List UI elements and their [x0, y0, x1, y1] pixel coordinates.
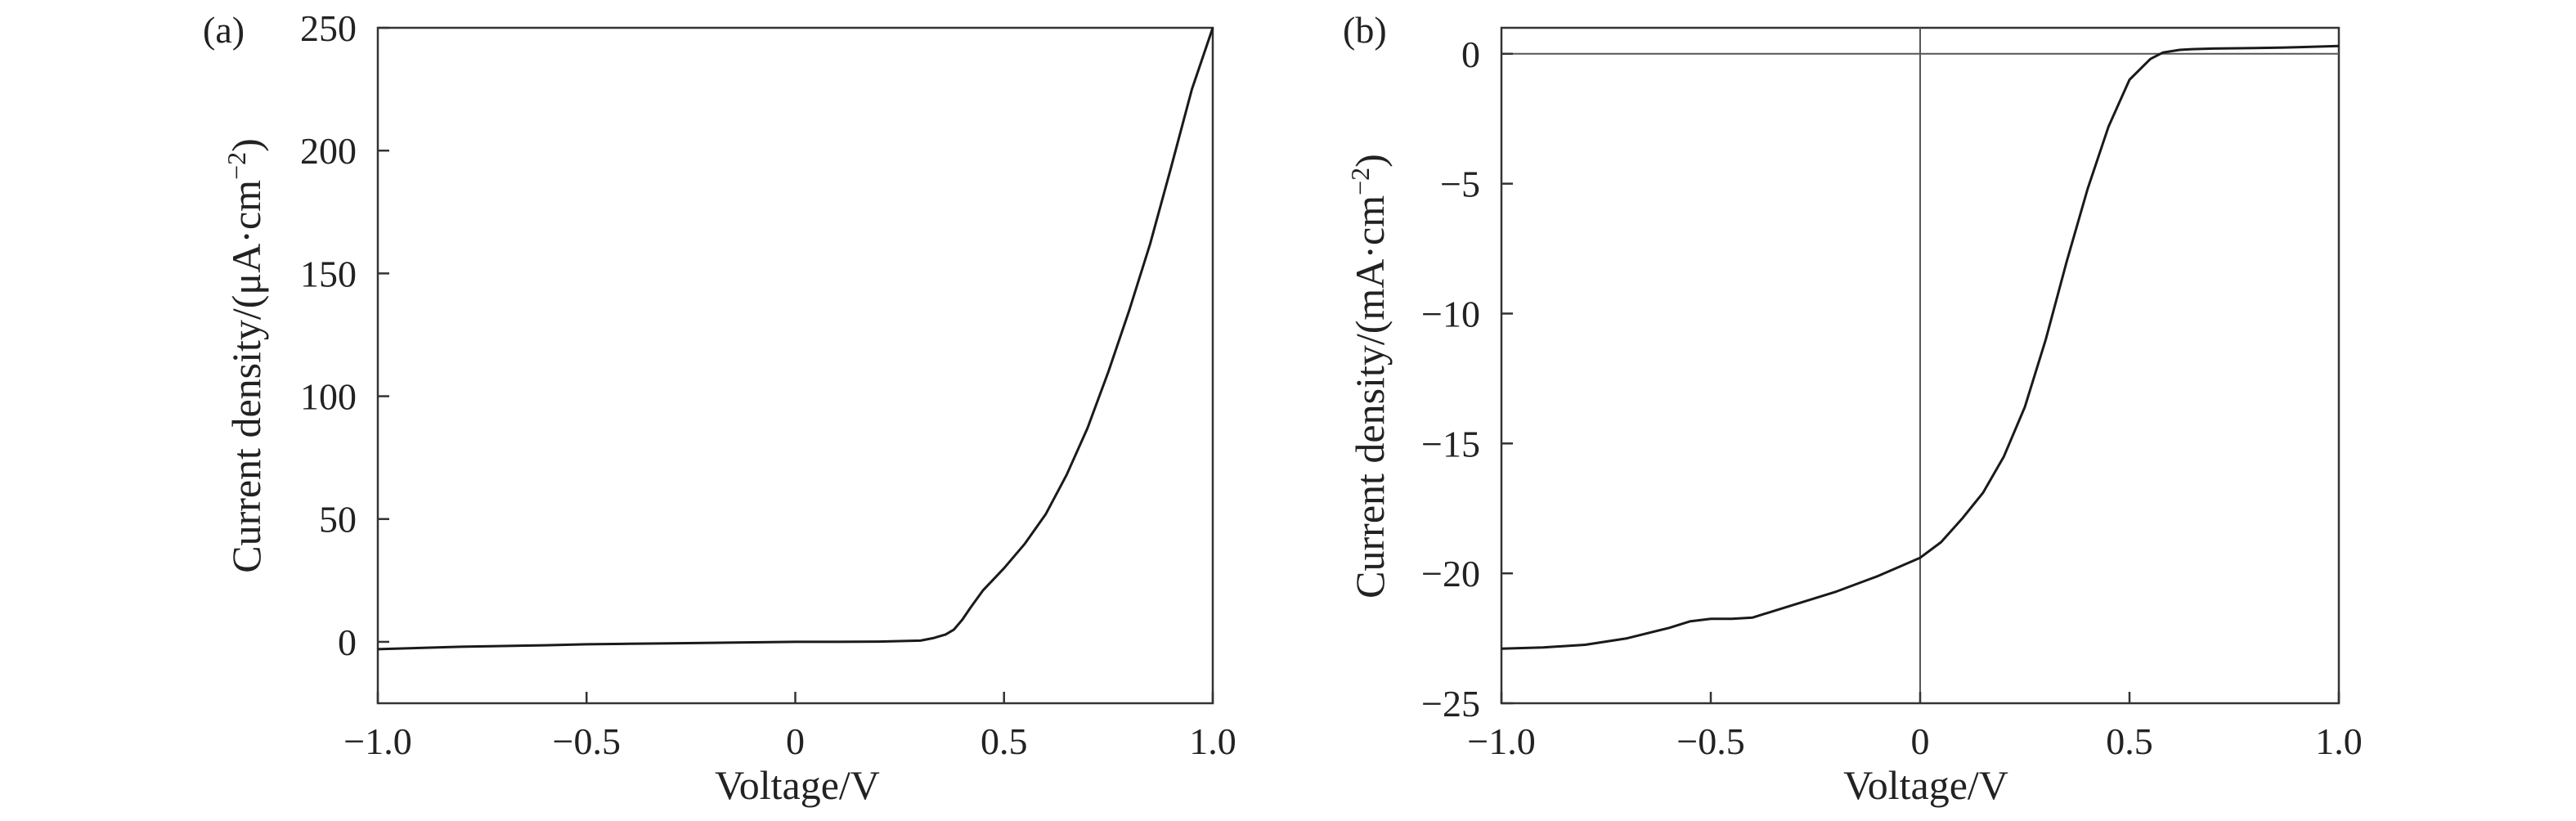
panel-a-x-tick-label: 1.0: [1189, 720, 1236, 762]
panel-a-x-axis-label: Voltage/V: [715, 762, 880, 808]
panel-a-y-tick-label: 0: [338, 621, 357, 663]
panel-a-x-tick-label: 0: [786, 720, 805, 762]
panel-a-y-tick-label: 150: [300, 253, 357, 294]
panel-a-x-tick-label: −0.5: [553, 720, 621, 762]
panel-a-y-tick-label: 200: [300, 130, 357, 172]
panel-b-x-tick-label: 1.0: [2315, 720, 2363, 762]
panel-b-y-axis-label: Current density/(mA·cm−2): [1345, 154, 1393, 599]
panel-a-x-tick-label: −1.0: [343, 720, 411, 762]
panel-b-y-tick-label: −20: [1421, 553, 1480, 594]
panel-b-x-axis-label: Voltage/V: [1843, 762, 2008, 808]
panel-b-series-line: [1501, 44, 2340, 650]
panel-b-y-tick-label: −10: [1421, 293, 1480, 334]
panel-b-x-tick-label: −0.5: [1676, 720, 1744, 762]
panel-b-y-tick-label: 0: [1461, 34, 1480, 75]
panel-b-y-tick-label: −25: [1421, 683, 1480, 725]
panel-a: (a) Current density/(μA·cm−2) Voltage/V …: [203, 7, 1236, 808]
panel-b-x-tick-label: −1.0: [1467, 720, 1535, 762]
panel-a-y-tick-label: 50: [319, 499, 357, 541]
panel-a-plot-frame: [376, 26, 1214, 705]
panel-a-label: (a): [203, 9, 245, 51]
panel-b-y-tick-label: −15: [1421, 423, 1480, 464]
panel-b-y-tick-label: −5: [1440, 164, 1480, 205]
panel-b-x-tick-label: 0: [1911, 720, 1930, 762]
panel-b-x-tick-label: 0.5: [2106, 720, 2153, 762]
panel-a-x-tick-label: 0.5: [981, 720, 1028, 762]
panel-a-y-tick-label: 100: [300, 376, 357, 418]
panel-b-label: (b): [1343, 9, 1387, 51]
panel-b: (b) Current density/(mA·cm−2) Voltage/V …: [1343, 9, 2363, 808]
panel-a-series-line: [377, 27, 1214, 651]
panel-a-y-tick-label: 250: [300, 7, 357, 49]
panel-a-y-axis-label: Current density/(μA·cm−2): [222, 138, 269, 573]
